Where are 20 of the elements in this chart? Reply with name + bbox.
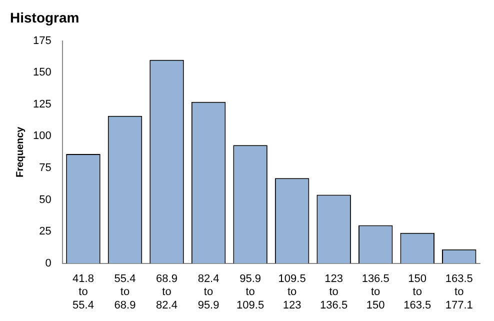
x-tick-label: 82.4 to 95.9 <box>198 273 220 312</box>
x-tick-label: 123 to 136.5 <box>320 273 348 312</box>
y-tick-label: 150 <box>32 66 52 79</box>
y-tick-label: 0 <box>45 257 52 270</box>
x-tick-label: 41.8 to 55.4 <box>72 273 94 312</box>
x-tick-label: 163.5 to 177.1 <box>445 273 473 312</box>
y-tick-label: 175 <box>32 34 52 47</box>
y-tick-label: 25 <box>39 226 52 238</box>
y-tick-label: 75 <box>39 162 52 174</box>
y-tick-label: 50 <box>39 194 52 206</box>
x-tick-label: 150 to 163.5 <box>404 273 432 312</box>
x-tick-label: 95.9 to 109.5 <box>236 273 264 312</box>
y-axis-title: Frequency <box>14 126 26 178</box>
chart-title: Histogram <box>10 9 80 26</box>
x-tick-label: 109.5 to 123 <box>278 273 306 312</box>
x-tick-label: 68.9 to 82.4 <box>156 273 178 312</box>
y-tick-label: 100 <box>32 130 52 142</box>
y-tick-label: 125 <box>32 98 52 110</box>
x-tick-label: 136.5 to 150 <box>362 273 390 312</box>
x-tick-label: 55.4 to 68.9 <box>114 273 136 312</box>
